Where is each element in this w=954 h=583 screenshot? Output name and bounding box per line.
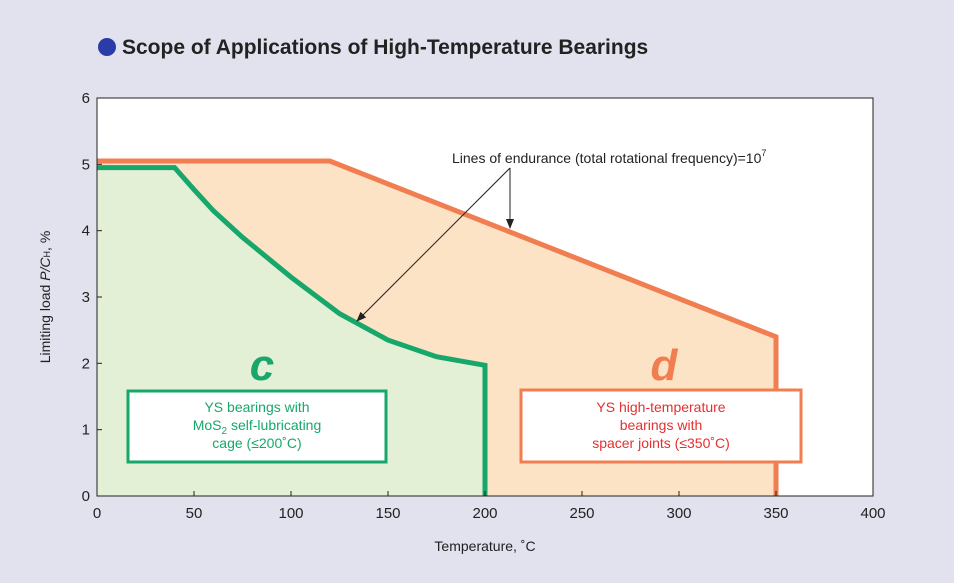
x-tick-label: 250 (569, 505, 594, 522)
x-tick-label: 0 (93, 505, 101, 522)
x-tick-label: 350 (763, 505, 788, 522)
box-text: YS high-temperature (596, 399, 725, 415)
box-text: YS bearings with (204, 399, 309, 415)
box-text-part: MoS (193, 417, 222, 433)
x-tick-label: 100 (278, 505, 303, 522)
y-tick-label: 6 (82, 90, 90, 107)
box-text-part: self-lubricating (227, 417, 321, 433)
box-text-sub: 2 (222, 426, 228, 437)
y-label-part: P/C (37, 257, 53, 281)
y-label-sub: H (42, 251, 52, 258)
annotation-text: Lines of endurance (total rotational fre… (452, 150, 762, 166)
annotation-sup: 7 (761, 148, 766, 158)
box-text: MoS2 self-lubricating (193, 417, 322, 437)
region-letter: c (250, 341, 274, 390)
y-tick-label: 4 (82, 223, 90, 240)
box-text: cage (≤200˚C) (212, 435, 301, 451)
y-label-part: Limiting load (37, 281, 53, 364)
x-axis-label: Temperature, ˚C (434, 538, 535, 554)
y-tick-label: 5 (82, 156, 90, 173)
x-tick-label: 150 (375, 505, 400, 522)
x-tick-label: 400 (860, 505, 885, 522)
y-axis-label: Limiting load P/CH, % (37, 231, 53, 364)
y-tick-label: 3 (82, 289, 90, 306)
x-tick-label: 50 (186, 505, 203, 522)
box-text: bearings with (620, 417, 703, 433)
title-bullet (98, 38, 116, 56)
region-letter: d (651, 341, 679, 390)
region-box (519, 388, 803, 464)
y-label-part: , % (37, 231, 53, 251)
arrow (356, 167, 511, 322)
x-tick-label: 200 (472, 505, 497, 522)
y-tick-label: 1 (82, 422, 90, 439)
region-box (126, 389, 388, 464)
line (97, 165, 488, 496)
box-text: spacer joints (≤350˚C) (592, 435, 730, 451)
annotation: Lines of endurance (total rotational fre… (452, 148, 766, 166)
chart-title: Scope of Applications of High-Temperatur… (122, 36, 648, 59)
x-tick-label: 300 (666, 505, 691, 522)
y-tick-label: 2 (82, 355, 90, 372)
y-tick-label: 0 (82, 488, 90, 505)
